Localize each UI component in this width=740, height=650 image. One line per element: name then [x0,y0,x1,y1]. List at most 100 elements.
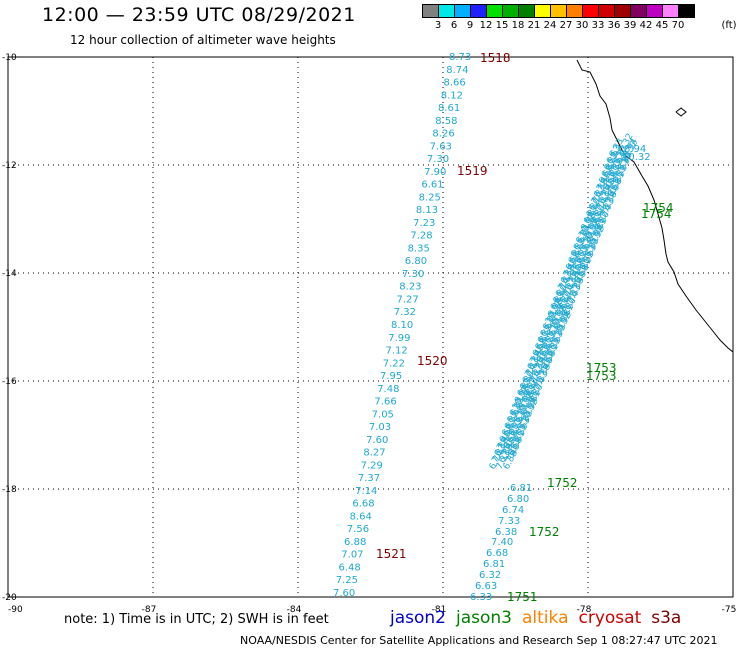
wave-height-label: 6.88 [344,537,366,548]
wave-height-label: 7.30 [402,269,424,280]
wave-height-label: 8.10 [391,320,413,331]
satellite-label-jason3: jason3 [456,608,512,628]
wave-height-label: 7.63 [430,141,452,152]
wave-height-label: 7.99 [388,333,410,344]
wave-height-label: 7.90 [424,167,446,178]
wave-height-label: 8.61 [438,103,460,114]
wave-height-label: 7.29 [361,460,383,471]
legend-label: 45 [655,20,669,31]
wave-height-label: 7.37 [358,473,380,484]
wave-height-label: 6.68 [352,499,374,510]
wave-height-label: 6.80 [507,494,529,505]
wave-height-label: 7.03 [369,422,391,433]
legend-label: 3 [434,20,442,31]
satellite-legend: jason2 jason3 altika cryosat s3a [390,608,691,628]
wave-height-label: 7.56 [347,524,369,535]
wave-height-label: 7.60 [333,588,355,599]
legend-label: 12 [479,20,493,31]
wave-height-label: 6.48 [339,562,361,573]
wave-height-label: 8.13 [416,205,438,216]
wave-height-label: 6.68 [486,548,508,559]
wave-height-label: 7.07 [341,550,363,561]
footer-credit: NOAA/NESDIS Center for Satellite Applica… [240,634,718,647]
legend-swatch [678,4,695,18]
island-outline [675,107,687,117]
legend-label: 70 [671,20,685,31]
wave-height-label: 7.66 [374,397,396,408]
wave-height-label: 6.61 [421,180,443,191]
wave-height-label: 7.22 [383,358,405,369]
lat-label: -20 [2,593,17,603]
wave-height-label: 7.30 [427,154,449,165]
legend-label: 36 [607,20,621,31]
legend-label: 21 [527,20,541,31]
wave-height-label: 8.23 [399,282,421,293]
wave-height-label: 6.80 [405,256,427,267]
wave-height-label: 8.25 [419,192,441,203]
color-scale-legend [422,4,695,18]
pass-time-label: 1752 [529,525,560,539]
color-scale-labels: 3 6 9 12 15 18 21 24 27 30 33 36 39 42 45 70 (ft) [422,20,740,34]
pass-time-label: 1752 [547,476,578,490]
wave-height-label: 8.64 [350,511,372,522]
lat-label: -12 [2,161,17,171]
lon-label: -78 [577,605,592,615]
pass-time-label: 1754 [643,201,674,215]
wave-height-label: 6.63 [475,581,497,592]
lat-label: -14 [2,269,17,279]
wave-height-label: 7.33 [498,516,520,527]
legend-label: 6 [450,20,458,31]
wave-height-label: 7.14 [355,486,377,497]
satellite-label-cryosat: cryosat [578,608,642,628]
legend-label: 39 [623,20,637,31]
wave-height-label: 7.05 [372,409,394,420]
wave-height-label: 7.12 [385,346,407,357]
wave-height-label: 7.27 [397,294,419,305]
pass-time-label: 1754 [641,207,672,221]
legend-label: 33 [591,20,605,31]
wave-height-label: 8.12 [441,90,463,101]
wave-height-label: 6.74 [502,505,524,516]
pass-time-label: 1753 [586,361,617,375]
wave-height-label: 7.28 [410,231,432,242]
pass-time-label: 1751 [507,590,538,604]
wave-height-label: 8.35 [408,243,430,254]
legend-label: 15 [495,20,509,31]
wave-height-label: 8.94 [624,144,646,155]
pass-time-label: 1519 [457,164,488,178]
wave-height-label: 6.81 [510,483,532,494]
legend-label: 18 [511,20,525,31]
note-text: note: 1) Time is in UTC; 2) SWH is in fe… [64,612,329,627]
wave-height-label: 7.95 [380,371,402,382]
wave-height-label: 7.23 [413,218,435,229]
lat-label: -18 [2,485,17,495]
legend-label: 27 [559,20,573,31]
satellite-label-jason2: jason2 [390,608,446,628]
coastline [576,59,734,353]
wave-height-label: 6.32 [479,570,501,581]
wave-height-label: 8.74 [446,65,468,76]
legend-label: 42 [639,20,653,31]
wave-height-label: 8.26 [432,129,454,140]
wave-height-label: 6.81 [483,559,505,570]
pass-time-label: 1521 [376,547,407,561]
legend-unit: (ft) [721,20,737,31]
wave-height-label: 6.33 [470,592,492,603]
legend-label: 30 [575,20,589,31]
legend-label: 24 [543,20,557,31]
legend-label: 9 [466,20,474,31]
lon-label: -81 [432,605,447,615]
wave-height-label: 7.48 [377,384,399,395]
wave-height-label: 6.38 [495,527,517,538]
satellite-label-altika: altika [522,608,569,628]
satellite-label-s3a: s3a [651,608,682,628]
lon-label: -87 [142,605,157,615]
wave-height-label: 7.60 [366,435,388,446]
wave-height-label: 7.40 [491,537,513,548]
wave-height-label: 8.73 [449,52,471,63]
page-subtitle: 12 hour collection of altimeter wave hei… [70,33,336,47]
wave-height-label: 7.32 [394,307,416,318]
wave-height-label: 10.32 [622,152,651,163]
lat-label: -16 [2,377,17,387]
